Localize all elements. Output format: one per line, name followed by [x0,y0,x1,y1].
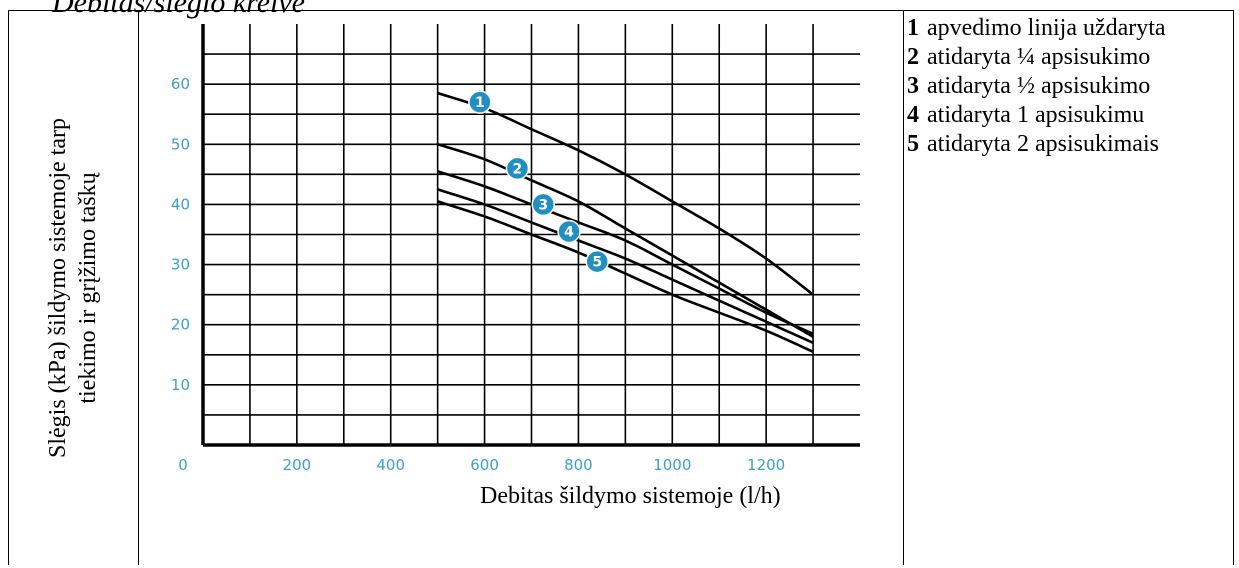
legend-item-5: 5 atidaryta 2 apsisukimais [907,130,1237,159]
curve-marker-1 [468,90,492,114]
y-tick-label: 20 [171,316,190,334]
y-tick-label: 10 [171,376,190,394]
legend-item-text: atidaryta ¼ apsisukimo [927,44,1151,70]
x-axis-label: Debitas šildymo sistemoje (l/h) [480,483,781,509]
y-tick-label: 50 [171,135,190,153]
legend-item-4: 4 atidaryta 1 apsisukimu [907,101,1237,130]
curve-series-1 [437,91,814,296]
legend-item-1: 1 apvedimo linija uždaryta [907,14,1237,43]
curve-series-4 [437,188,814,344]
curve-marker-4 [557,219,581,244]
curve-marker-5 [585,249,609,274]
x-tick-label: 800 [564,456,593,474]
curve-marker-label: 3 [538,197,548,213]
x-tick-label: 1200 [747,456,785,474]
legend-item-2: 2 atidaryta ¼ apsisukimo [907,43,1237,72]
curve-marker-label: 1 [475,95,485,111]
curve-marker-3 [531,192,555,217]
x-tick-label: 200 [283,456,312,474]
table-frame [8,10,1234,565]
legend-item-text: atidaryta 1 apsisukimu [927,102,1145,128]
curve-series-2 [437,143,814,338]
column-divider-left [138,10,139,565]
legend-item-number: 5 [907,131,919,157]
legend-item-number: 2 [907,44,919,70]
legend-item-text: atidaryta ½ apsisukimo [927,73,1151,99]
y-tick-label: 40 [171,195,190,213]
curve-marker-2 [505,156,530,181]
column-divider-right [903,10,904,565]
x-tick-label: 0 [178,456,188,474]
legend-item-number: 4 [907,102,919,128]
legend: 1 apvedimo linija uždaryta 2 atidaryta ¼ a… [907,14,1237,159]
x-tick-label: 400 [376,456,405,474]
legend-item-text: atidaryta 2 apsisukimais [927,131,1159,157]
curve-marker-label: 4 [564,224,574,240]
page-title: Debitas/slėgio kreivė [52,0,305,19]
curve-series-5 [437,200,814,353]
legend-item-number: 3 [907,73,919,99]
y-tick-label: 30 [171,256,190,274]
curve-marker-label: 2 [513,161,523,177]
curve-series-3 [437,170,814,335]
legend-item-3: 3 atidaryta ½ apsisukimo [907,72,1237,101]
x-tick-label: 1000 [653,456,691,474]
x-tick-label: 600 [470,456,499,474]
curve-marker-label: 5 [592,255,602,271]
y-tick-label: 60 [171,75,190,93]
legend-item-number: 1 [907,15,919,41]
legend-item-text: apvedimo linija uždaryta [927,15,1166,41]
